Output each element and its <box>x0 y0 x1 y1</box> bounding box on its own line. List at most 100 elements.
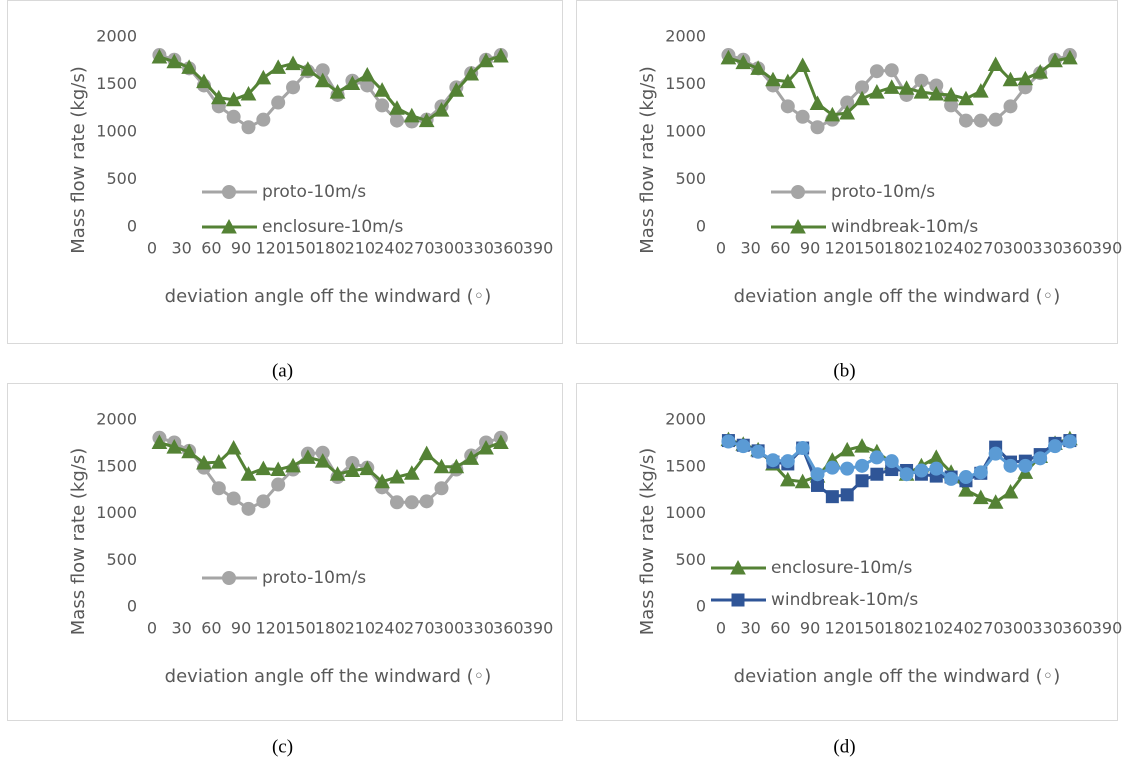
x-tick-label: 150 <box>854 619 885 638</box>
marker <box>1062 434 1077 449</box>
marker <box>196 73 212 89</box>
marker <box>1003 99 1018 114</box>
x-tick-label: 0 <box>716 239 726 258</box>
marker <box>389 113 404 128</box>
x-tick-label: 210 <box>914 239 945 258</box>
marker <box>1003 458 1018 473</box>
x-axis-label: deviation angle off the windward (◦) <box>165 666 492 687</box>
x-tick-label: 120 <box>255 619 286 638</box>
x-tick-label: 330 <box>463 619 494 638</box>
marker <box>418 445 435 461</box>
marker <box>329 84 346 99</box>
y-tick-label: 1500 <box>96 456 137 475</box>
x-tick-label: 180 <box>884 619 915 638</box>
x-tick-label: 120 <box>255 239 286 258</box>
x-tick-label: 330 <box>1032 239 1063 258</box>
marker <box>256 494 271 509</box>
marker <box>988 112 1003 127</box>
marker <box>794 57 811 72</box>
marker <box>344 75 361 91</box>
marker <box>870 467 884 481</box>
marker <box>779 471 796 487</box>
marker <box>1047 52 1063 68</box>
marker <box>314 72 331 88</box>
marker <box>448 82 465 97</box>
chart-panel: 0 500 1000 1500 2000 0 30 60 90 120 150 180 210 240 27… <box>7 383 563 757</box>
x-tick-label: 0 <box>716 619 726 638</box>
panel-border <box>576 0 1118 344</box>
x-tick-label: 30 <box>172 619 192 638</box>
marker <box>884 63 899 78</box>
x-tick-label: 120 <box>824 619 855 638</box>
marker <box>210 89 227 105</box>
marker <box>988 446 1003 461</box>
marker <box>810 467 825 482</box>
x-tick-label: 240 <box>943 239 974 258</box>
marker <box>271 477 286 492</box>
legend-label: proto-10m/s <box>831 182 935 202</box>
x-tick-label: 270 <box>404 619 435 638</box>
chart-panel: 0 500 1000 1500 2000 0 30 60 90 120 150 180 210 240 27… <box>576 0 1122 381</box>
x-tick-label: 300 <box>1003 239 1034 258</box>
marker <box>780 454 795 469</box>
marker <box>972 83 989 98</box>
marker <box>839 441 856 457</box>
marker <box>869 450 884 465</box>
marker <box>780 99 795 114</box>
marker <box>210 454 227 469</box>
x-tick-label: 30 <box>172 239 192 258</box>
x-tick-label: 60 <box>770 239 790 258</box>
x-axis-label: deviation angle off the windward (◦) <box>734 286 1061 307</box>
marker <box>389 495 404 510</box>
y-tick-label: 1000 <box>96 122 137 141</box>
marker <box>433 102 450 117</box>
x-tick-label: 210 <box>914 619 945 638</box>
marker <box>389 100 405 115</box>
y-tick-label: 500 <box>675 550 706 569</box>
marker <box>241 120 256 135</box>
marker <box>791 185 805 199</box>
x-tick-label: 0 <box>147 619 157 638</box>
marker <box>300 61 316 76</box>
marker <box>899 467 914 482</box>
marker <box>883 79 900 94</box>
x-tick-label: 120 <box>824 239 855 258</box>
x-tick-label: 270 <box>973 239 1004 258</box>
marker <box>389 468 405 484</box>
marker <box>285 457 301 473</box>
marker <box>493 434 509 449</box>
x-tick-label: 90 <box>231 619 251 638</box>
marker <box>735 54 752 70</box>
marker <box>463 65 480 81</box>
panel-border <box>576 383 1118 721</box>
marker <box>255 460 272 476</box>
chart-panel: 0 500 1000 1500 2000 0 30 60 90 120 150 180 210 240 27… <box>7 0 563 381</box>
marker <box>463 450 480 465</box>
marker <box>750 60 766 75</box>
y-tick-label: 1000 <box>96 503 137 522</box>
marker <box>1033 451 1048 466</box>
x-tick-label: 240 <box>374 619 405 638</box>
y-tick-label: 0 <box>127 217 137 236</box>
marker <box>898 80 915 95</box>
marker <box>270 59 287 74</box>
marker <box>314 453 331 468</box>
chart-panel: 0 500 1000 1500 2000 0 30 60 90 120 150 180 210 240 27… <box>576 383 1122 757</box>
y-tick-label: 1500 <box>665 456 706 475</box>
marker <box>374 473 390 489</box>
marker <box>1002 483 1019 499</box>
marker <box>151 48 168 64</box>
marker <box>1062 49 1078 65</box>
marker <box>721 434 736 449</box>
marker <box>196 454 212 470</box>
marker <box>270 461 287 477</box>
x-tick-label: 150 <box>854 239 885 258</box>
x-tick-label: 90 <box>231 239 251 258</box>
marker <box>374 82 390 97</box>
marker <box>240 466 257 481</box>
y-tick-label: 0 <box>696 217 706 236</box>
marker <box>1048 439 1063 454</box>
x-axis-label: deviation angle off the windward (◦) <box>734 666 1061 687</box>
marker <box>1032 64 1049 79</box>
